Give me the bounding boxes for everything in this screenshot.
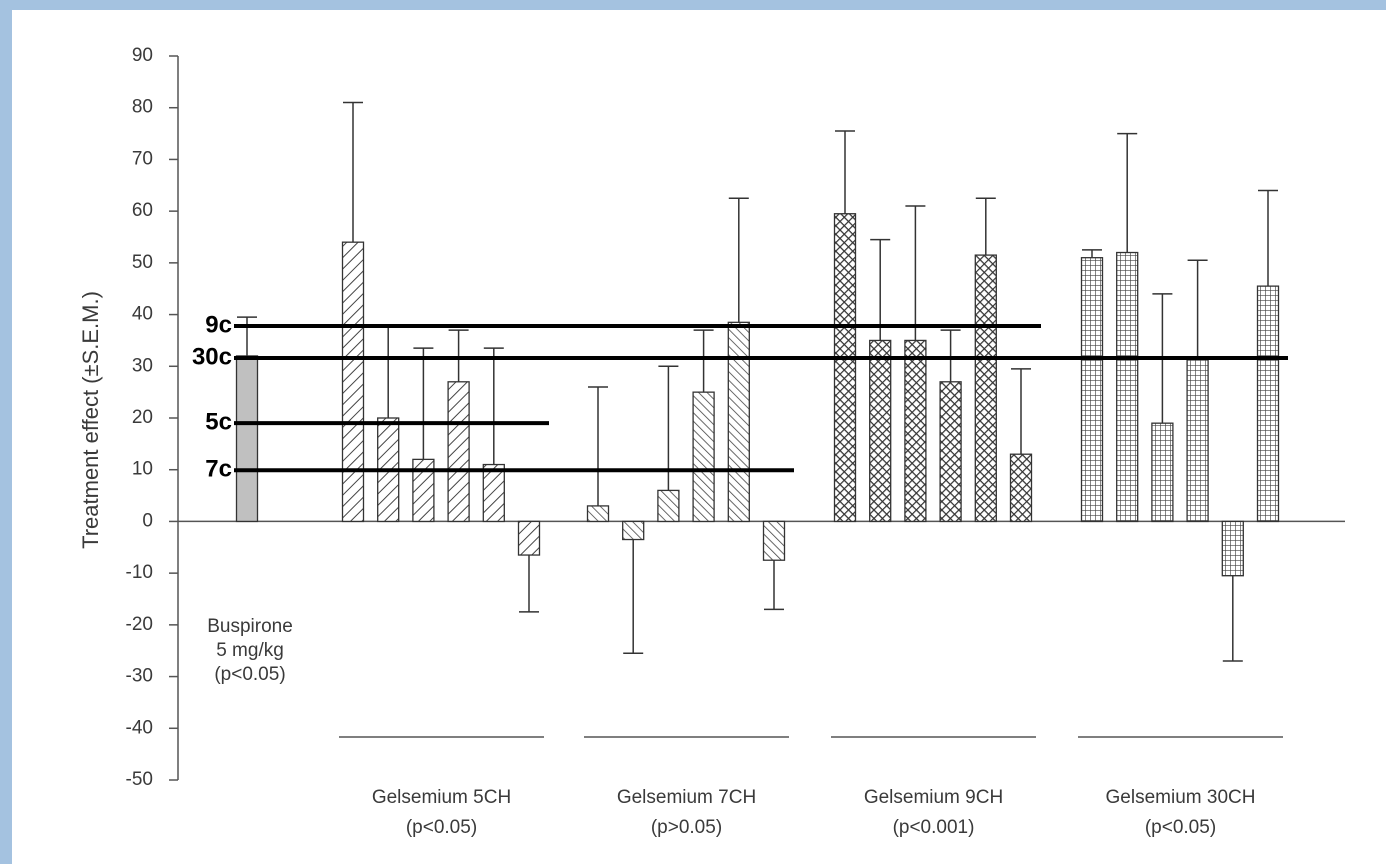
y-tick-label: 70 (132, 148, 153, 169)
y-tick-label: -50 (126, 769, 153, 790)
bar (1116, 251, 1139, 523)
page: {"chart_data": {"type": "bar", "y_label"… (0, 10, 1386, 864)
reference-label: 5c (205, 409, 232, 436)
group-label: (p>0.05) (651, 817, 722, 838)
bar (341, 241, 365, 523)
bar (1221, 520, 1244, 577)
bar (235, 355, 259, 523)
group-label: Gelsemium 9CH (864, 787, 1003, 808)
bar (974, 254, 997, 523)
y-tick-label: 30 (132, 355, 153, 376)
group-label: Gelsemium 30CH (1106, 787, 1256, 808)
bar (586, 505, 610, 523)
bar (657, 489, 680, 523)
group-label: Gelsemium 7CH (617, 787, 756, 808)
bar (762, 520, 786, 561)
reference-label: 7c (205, 456, 232, 483)
bar (412, 458, 435, 523)
group-label: (p<0.05) (1145, 817, 1216, 838)
bar (727, 321, 750, 523)
y-axis-title: Treatment effect (±S.E.M.) (78, 291, 103, 549)
y-tick-label: -30 (126, 666, 153, 687)
y-tick-label: 50 (132, 252, 153, 273)
group-label: (p<0.001) (893, 817, 975, 838)
group-label: 5 mg/kg (216, 640, 284, 661)
y-tick-label: -40 (126, 717, 153, 738)
bar (692, 391, 715, 523)
bar (1080, 257, 1104, 523)
y-tick-label: 40 (132, 304, 153, 325)
bar (1151, 422, 1174, 523)
bar (904, 339, 927, 523)
bar (622, 520, 645, 541)
reference-label: 9c (205, 311, 232, 338)
group-label: (p<0.05) (214, 664, 285, 685)
y-tick-label: 90 (132, 45, 153, 66)
bar (517, 520, 541, 556)
y-tick-label: -10 (126, 562, 153, 583)
bar (482, 463, 505, 523)
bar (1009, 453, 1033, 523)
group-label: (p<0.05) (406, 817, 477, 838)
y-tick-label: 20 (132, 407, 153, 428)
y-tick-label: 80 (132, 97, 153, 118)
chart: Treatment effect (±S.E.M.) -50 -40 -30 -20 -… (12, 10, 1386, 864)
bar (939, 381, 962, 523)
y-tick-label: 10 (132, 459, 153, 480)
group-label: Buspirone (207, 616, 293, 637)
y-tick-label: 0 (142, 510, 153, 531)
bar (869, 339, 892, 523)
y-tick-label: -20 (126, 614, 153, 635)
group-label: Gelsemium 5CH (372, 787, 511, 808)
bar (1186, 357, 1209, 523)
bar (833, 213, 857, 523)
y-tick-label: 60 (132, 200, 153, 221)
bar (1256, 285, 1280, 523)
reference-label: 30c (192, 343, 232, 370)
bar (447, 381, 470, 523)
